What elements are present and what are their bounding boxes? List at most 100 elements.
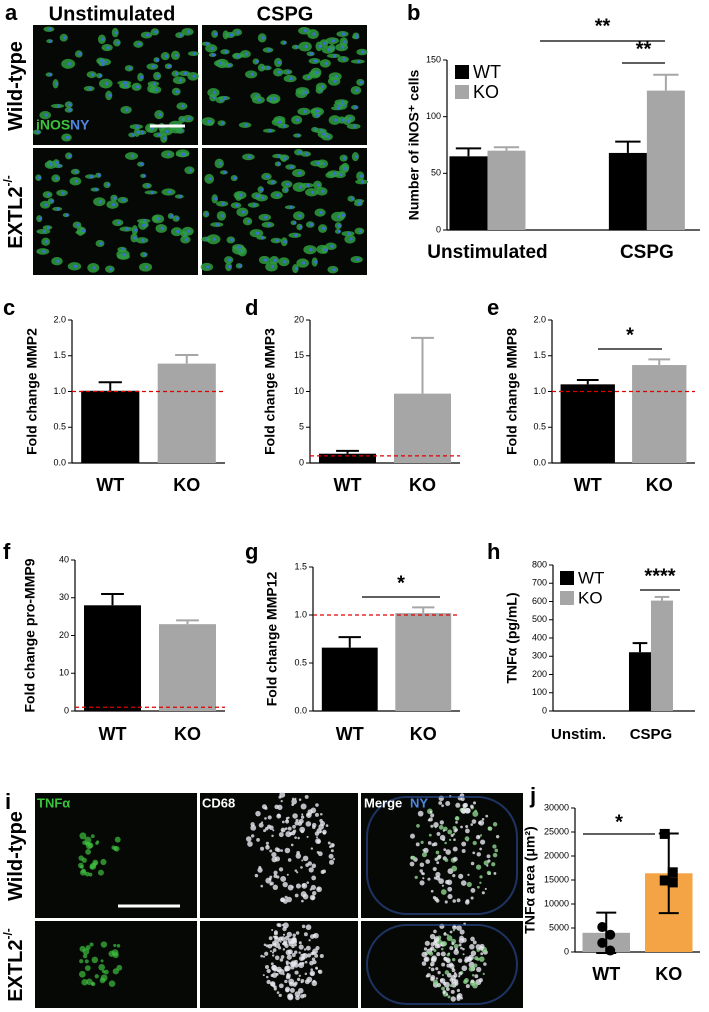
nucleus [341,213,345,217]
cell [84,836,92,844]
nucleus [261,36,265,40]
cell [445,957,451,964]
legend-swatch [560,591,574,605]
cell [435,871,441,878]
nucleus [237,245,241,249]
cell [310,847,314,850]
cell [469,944,475,950]
cell [258,865,262,869]
cell [441,962,446,967]
nucleus [114,31,118,35]
cell [275,972,279,976]
channel-label: NY [410,795,428,810]
y-tick-label: 0 [436,224,441,234]
cell [472,810,479,817]
nucleus [135,125,139,129]
cell [287,816,290,819]
nucleus [319,210,323,215]
cell [92,859,99,866]
cell [79,864,84,869]
cell [300,953,303,957]
nucleus [357,202,362,206]
nucleus [192,74,196,78]
nucleus [156,74,160,78]
nucleus [68,108,72,112]
cell [429,810,433,814]
y-axis-label: Fold change MMP12 [264,572,280,707]
y-tick-label: 700 [532,578,547,588]
cell [452,825,457,830]
y-axis-label: TNFα (pg/mL) [504,592,520,683]
nucleus [354,105,358,109]
nucleus [117,220,121,225]
nucleus [255,231,260,235]
cell [441,986,445,991]
x-tick-label: KO [174,724,201,744]
cell [481,891,485,895]
nucleus [146,184,150,188]
cell [245,836,252,842]
cell [90,834,95,839]
y-tick-label: 0.5 [53,422,66,432]
cell [487,859,491,863]
nucleus [151,64,155,69]
bar [628,652,651,711]
cell [438,878,444,884]
nucleus [178,78,182,82]
nucleus [265,174,270,179]
cell [78,855,84,861]
cell [255,810,261,817]
nucleus [318,44,322,48]
nucleus [167,190,172,194]
cell [297,836,300,840]
cell [111,949,119,956]
row-label-text: Wild-type [5,811,27,901]
cell [432,979,439,985]
nucleus [294,233,298,237]
y-tick-label: 100 [426,111,441,121]
cell [460,880,467,886]
nucleus [46,193,51,197]
cell [301,961,305,965]
cell [271,954,275,957]
nucleus [106,46,110,50]
cell [81,979,88,986]
cell [91,956,99,964]
nucleus [349,237,353,241]
y-tick-label: 1.0 [294,609,307,619]
cell [256,838,260,842]
nucleus [298,225,303,229]
nucleus [214,197,218,201]
cell [485,814,489,818]
x-tick-label: CSPG [620,242,674,263]
cell [301,813,304,816]
nucleus [139,75,144,79]
cell [286,873,289,876]
cell [417,810,424,817]
cell [462,953,465,956]
cell [273,987,277,991]
cell [423,957,428,962]
cell [425,859,431,864]
nucleus [92,266,96,270]
cell [430,824,434,828]
nucleus [181,152,186,157]
nucleus [289,77,293,81]
cell [462,947,465,951]
cell [449,984,453,988]
cell [311,957,316,961]
cell [465,828,470,834]
cell [493,872,497,875]
panel-letter: c [3,295,15,320]
nucleus [142,174,146,178]
cell [254,873,259,878]
x-tick-label: WT [574,475,602,495]
cell [287,884,294,891]
nucleus [343,156,347,160]
nucleus [286,70,290,74]
y-tick-label: 200 [532,669,547,679]
cell [452,967,455,970]
nucleus [140,162,144,166]
cell [458,873,464,879]
